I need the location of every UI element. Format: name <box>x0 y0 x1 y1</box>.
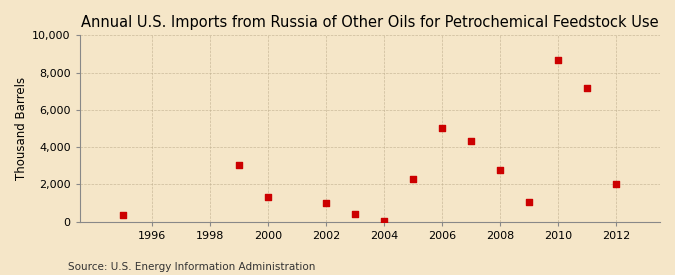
Point <box>524 200 535 204</box>
Y-axis label: Thousand Barrels: Thousand Barrels <box>15 77 28 180</box>
Point <box>553 57 564 62</box>
Point <box>118 213 129 218</box>
Point <box>234 163 244 167</box>
Point <box>437 125 448 130</box>
Point <box>263 194 273 199</box>
Point <box>495 168 506 173</box>
Point <box>466 138 477 143</box>
Point <box>611 181 622 186</box>
Point <box>408 177 418 181</box>
Point <box>379 219 389 223</box>
Text: Source: U.S. Energy Information Administration: Source: U.S. Energy Information Administ… <box>68 262 315 272</box>
Point <box>582 86 593 91</box>
Point <box>321 201 331 205</box>
Point <box>350 212 360 216</box>
Title: Annual U.S. Imports from Russia of Other Oils for Petrochemical Feedstock Use: Annual U.S. Imports from Russia of Other… <box>81 15 659 30</box>
